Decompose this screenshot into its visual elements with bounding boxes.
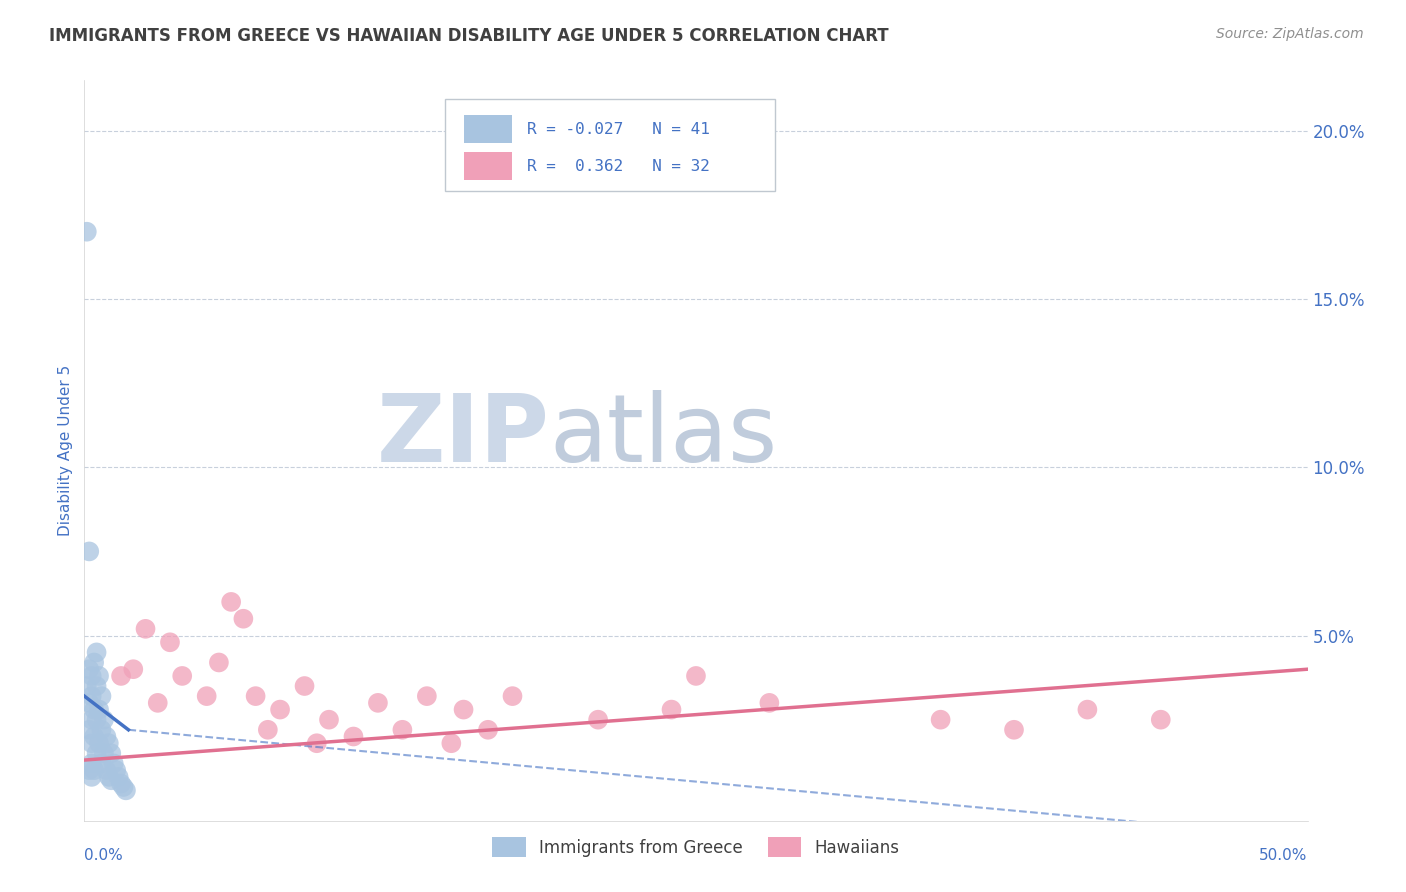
Point bbox=[1002, 723, 1025, 737]
Y-axis label: Disability Age Under 5: Disability Age Under 5 bbox=[58, 365, 73, 536]
Point bbox=[86, 713, 108, 727]
Point bbox=[110, 776, 132, 791]
Point bbox=[294, 679, 316, 693]
Point bbox=[87, 736, 110, 750]
Point bbox=[305, 736, 328, 750]
Point bbox=[195, 689, 218, 703]
Point bbox=[93, 747, 115, 761]
Point bbox=[83, 656, 105, 670]
Point bbox=[86, 645, 108, 659]
Point bbox=[219, 595, 242, 609]
Point bbox=[103, 756, 125, 771]
Point bbox=[1150, 713, 1173, 727]
Point bbox=[90, 689, 112, 703]
Point bbox=[661, 703, 683, 717]
Point bbox=[232, 612, 254, 626]
Point bbox=[257, 723, 280, 737]
Text: IMMIGRANTS FROM GREECE VS HAWAIIAN DISABILITY AGE UNDER 5 CORRELATION CHART: IMMIGRANTS FROM GREECE VS HAWAIIAN DISAB… bbox=[49, 27, 889, 45]
Point bbox=[80, 770, 103, 784]
Point bbox=[342, 730, 364, 744]
Point bbox=[477, 723, 499, 737]
Text: ZIP: ZIP bbox=[377, 390, 550, 482]
Point bbox=[367, 696, 389, 710]
Point bbox=[80, 736, 103, 750]
Point bbox=[100, 747, 122, 761]
Point bbox=[86, 747, 108, 761]
Text: Source: ZipAtlas.com: Source: ZipAtlas.com bbox=[1216, 27, 1364, 41]
Point bbox=[1076, 703, 1098, 717]
Point bbox=[90, 756, 112, 771]
Point bbox=[77, 763, 100, 777]
Point bbox=[929, 713, 952, 727]
Point bbox=[758, 696, 780, 710]
Point bbox=[318, 713, 340, 727]
Point bbox=[440, 736, 463, 750]
Point bbox=[105, 763, 128, 777]
Point bbox=[208, 656, 231, 670]
Point bbox=[97, 736, 120, 750]
Point bbox=[80, 756, 103, 771]
Point bbox=[86, 679, 108, 693]
Text: 0.0%: 0.0% bbox=[84, 847, 124, 863]
Text: R = -0.027   N = 41: R = -0.027 N = 41 bbox=[527, 121, 710, 136]
Point bbox=[83, 703, 105, 717]
Point bbox=[77, 696, 100, 710]
Point bbox=[172, 669, 194, 683]
Point bbox=[391, 723, 413, 737]
Point bbox=[115, 783, 138, 797]
Point bbox=[135, 622, 157, 636]
FancyBboxPatch shape bbox=[464, 153, 513, 180]
Text: R =  0.362   N = 32: R = 0.362 N = 32 bbox=[527, 159, 710, 174]
Point bbox=[80, 669, 103, 683]
Point bbox=[110, 669, 132, 683]
Point bbox=[122, 662, 145, 676]
Point bbox=[76, 679, 98, 693]
Point bbox=[87, 669, 110, 683]
Point bbox=[96, 730, 118, 744]
Point bbox=[80, 713, 103, 727]
Point bbox=[112, 780, 135, 794]
Point bbox=[502, 689, 524, 703]
Point bbox=[83, 763, 105, 777]
Point bbox=[97, 770, 120, 784]
Point bbox=[159, 635, 181, 649]
Point bbox=[269, 703, 291, 717]
Point bbox=[76, 225, 98, 239]
Point bbox=[107, 770, 129, 784]
Point bbox=[87, 703, 110, 717]
Point bbox=[77, 544, 100, 558]
Point bbox=[685, 669, 707, 683]
Point bbox=[416, 689, 439, 703]
Text: 50.0%: 50.0% bbox=[1260, 847, 1308, 863]
Point bbox=[90, 723, 112, 737]
Point bbox=[586, 713, 609, 727]
FancyBboxPatch shape bbox=[464, 115, 513, 144]
Point bbox=[80, 689, 103, 703]
Point bbox=[77, 723, 100, 737]
FancyBboxPatch shape bbox=[446, 99, 776, 191]
Point bbox=[83, 730, 105, 744]
Point bbox=[245, 689, 267, 703]
Text: atlas: atlas bbox=[550, 390, 778, 482]
Point bbox=[146, 696, 169, 710]
Point bbox=[77, 662, 100, 676]
Legend: Immigrants from Greece, Hawaiians: Immigrants from Greece, Hawaiians bbox=[485, 830, 907, 864]
Point bbox=[93, 713, 115, 727]
Point bbox=[96, 763, 118, 777]
Point bbox=[100, 773, 122, 788]
Point bbox=[453, 703, 475, 717]
